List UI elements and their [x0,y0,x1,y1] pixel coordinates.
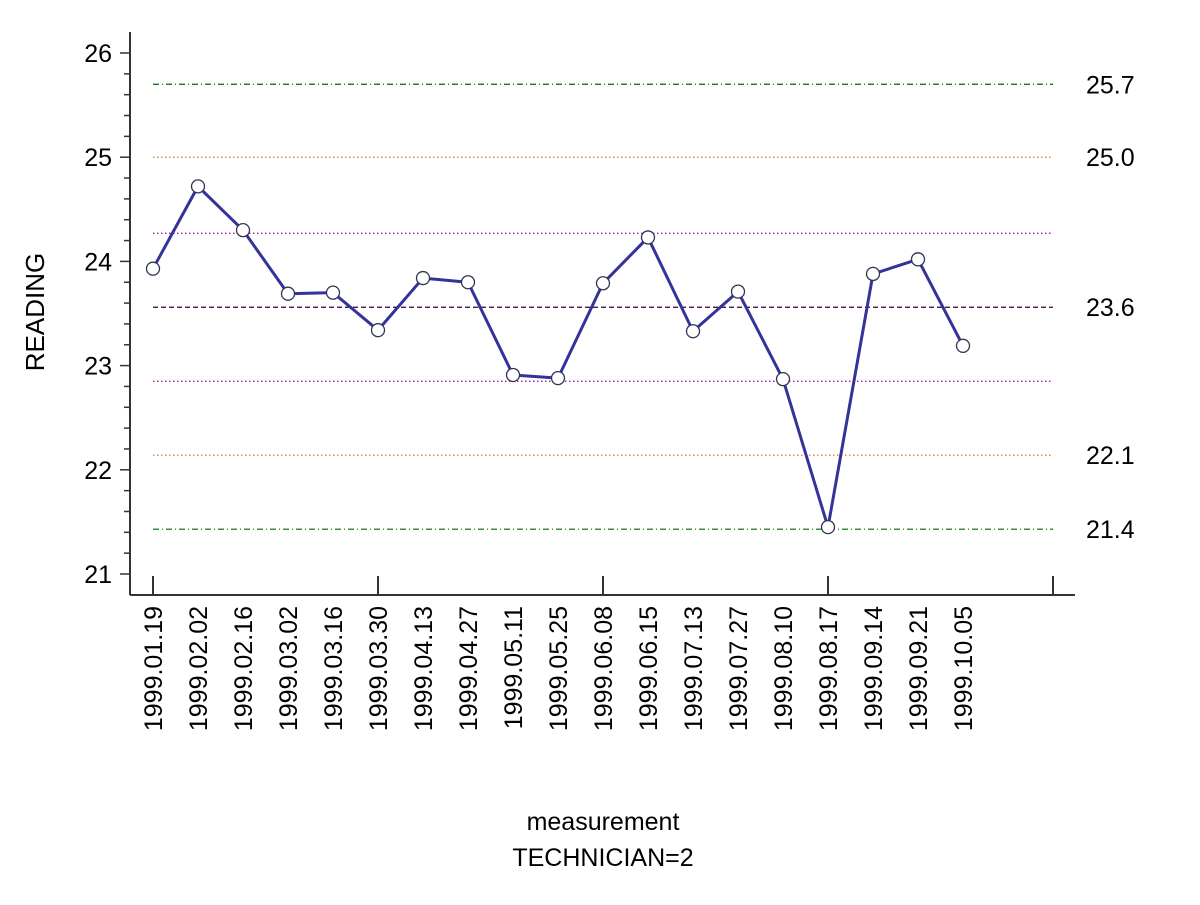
reference-labels: 25.7 25.0 23.6 22.1 21.4 [1086,71,1135,544]
x-tick-label: 1999.03.02 [275,606,303,731]
data-point [550,370,566,386]
series-line [151,184,965,529]
x-tick-label: 1999.08.17 [815,606,843,731]
y-axis-title: READING [20,253,50,371]
data-point [190,179,206,194]
reference-label: 23.6 [1086,294,1135,322]
x-tick-label: 1999.05.11 [500,606,528,729]
x-tick-label: 1999.05.25 [545,606,573,731]
y-ticks: 21 22 23 24 25 26 [84,40,130,589]
y-tick-label: 25 [84,144,112,172]
x-tick-label: 1999.08.10 [770,606,798,731]
data-point [505,367,521,383]
x-tick-label: 1999.01.19 [140,606,168,731]
data-point [280,286,296,301]
x-tick-label: 1999.04.27 [455,606,483,731]
x-axis-title: measurement [527,808,680,836]
reference-label: 25.0 [1086,144,1135,172]
x-tick-label: 1999.02.16 [230,606,258,731]
data-point [325,285,341,300]
data-point [910,252,926,267]
data-point [235,222,251,238]
x-tick-label: 1999.07.27 [725,606,753,731]
data-point [640,230,656,245]
data-point [775,371,791,387]
reference-lines [153,83,1053,530]
x-tick-label: 1999.06.15 [635,606,663,731]
x-ticks: 1999.01.19 1999.02.02 1999.02.16 1999.03.02… [140,576,1054,731]
series-group [145,179,971,535]
x-tick-label: 1999.06.08 [590,606,618,731]
reference-label: 25.7 [1086,71,1135,99]
x-tick-label: 1999.03.16 [320,606,348,731]
data-point [865,266,881,282]
data-point [415,270,431,286]
x-tick-label: 1999.07.13 [680,606,708,731]
y-tick-label: 23 [84,353,112,381]
data-point [820,519,836,535]
data-point [730,284,746,299]
y-tick-label: 26 [84,40,112,68]
data-point [685,324,701,339]
y-tick-label: 22 [84,457,112,485]
data-point [955,338,971,353]
data-point [145,261,161,276]
y-tick-label: 24 [84,248,112,276]
x-tick-label: 1999.09.14 [860,606,888,731]
x-tick-label: 1999.02.02 [185,606,213,731]
data-point [595,276,611,291]
x-tick-label: 1999.09.21 [905,606,933,731]
x-tick-label: 1999.04.13 [410,606,438,731]
data-point [370,323,386,338]
axes [129,32,1075,596]
data-point [460,275,476,290]
chart-subtitle: TECHNICIAN=2 [512,844,693,872]
reference-label: 21.4 [1086,516,1135,544]
y-tick-label: 21 [84,561,112,589]
reference-label: 22.1 [1086,442,1135,470]
x-tick-label: 1999.03.30 [365,606,393,731]
x-tick-label: 1999.10.05 [950,606,978,731]
